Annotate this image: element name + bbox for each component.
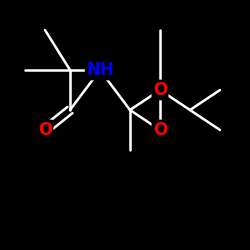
Text: O: O: [38, 121, 52, 139]
Text: O: O: [153, 121, 167, 139]
Text: O: O: [153, 81, 167, 99]
Text: NH: NH: [86, 61, 114, 79]
